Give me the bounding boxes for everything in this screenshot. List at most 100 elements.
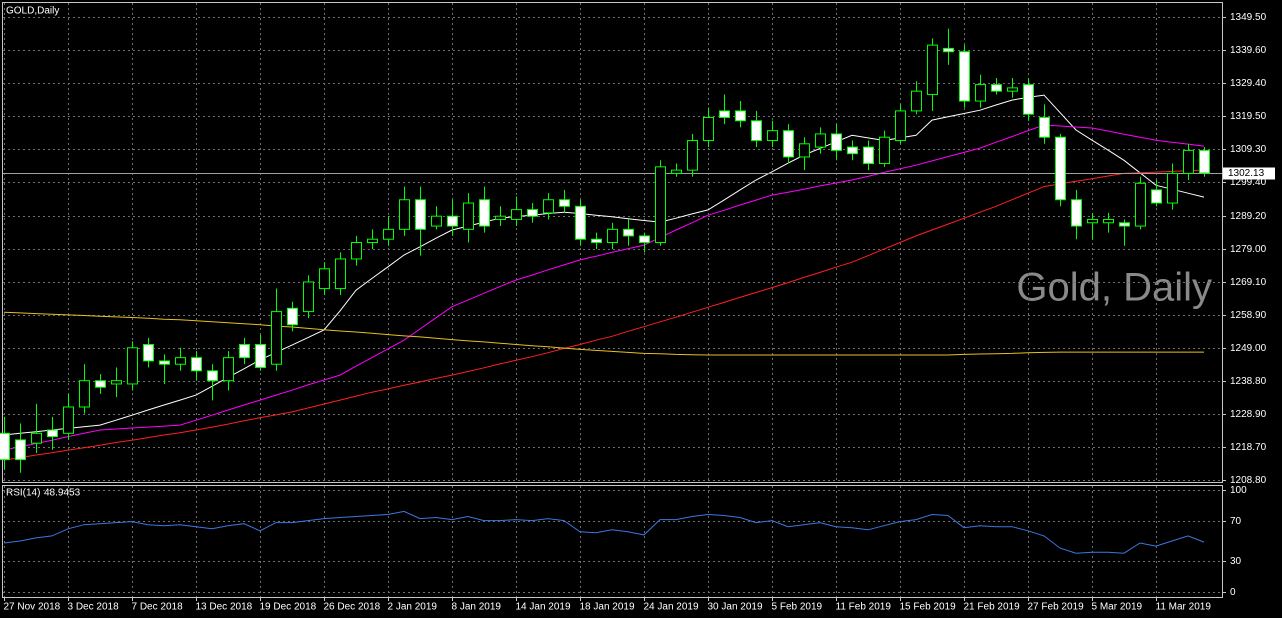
candle-body xyxy=(703,116,714,142)
x-tick-label: 8 Jan 2019 xyxy=(452,602,502,613)
candle-body xyxy=(527,209,538,217)
candle-body xyxy=(1135,182,1146,227)
candle-body xyxy=(383,228,394,240)
candle-body xyxy=(159,360,170,365)
candle-body xyxy=(607,228,618,243)
candle-body xyxy=(111,380,122,385)
candle-body xyxy=(1055,136,1066,201)
candle-body xyxy=(639,235,650,244)
x-tick-label: 13 Dec 2018 xyxy=(196,602,253,613)
candle-body xyxy=(15,439,26,461)
y-tick-label: 1279.00 xyxy=(1230,244,1267,255)
y-tick-label: 1238.80 xyxy=(1230,376,1267,387)
candle-body xyxy=(591,238,602,243)
y-tick-label: 1349.50 xyxy=(1230,12,1267,23)
candle-body xyxy=(575,205,586,240)
y-tick-label: 100 xyxy=(1230,485,1247,496)
candle-body xyxy=(1007,87,1018,92)
x-tick-label: 7 Dec 2018 xyxy=(132,602,184,613)
x-tick-label: 5 Feb 2019 xyxy=(772,602,823,613)
candle-body xyxy=(1183,149,1194,174)
candle-body xyxy=(991,84,1002,92)
x-tick-label: 18 Jan 2019 xyxy=(580,602,635,613)
candle-body xyxy=(559,199,570,207)
candle-body xyxy=(319,268,330,290)
x-tick-label: 19 Dec 2018 xyxy=(260,602,317,613)
candle-body xyxy=(479,199,490,227)
moving-average-line xyxy=(3,169,1205,461)
candle-body xyxy=(1071,199,1082,227)
candle-body xyxy=(335,258,346,290)
y-tick-label: 1249.00 xyxy=(1230,343,1267,354)
watermark: Gold, Daily xyxy=(1016,266,1212,310)
candle-body xyxy=(351,242,362,260)
y-tick-label: 1228.90 xyxy=(1230,409,1267,420)
candle-body xyxy=(207,370,218,382)
x-tick-label: 3 Dec 2018 xyxy=(68,602,120,613)
candle-body xyxy=(1103,218,1114,224)
candle-body xyxy=(687,140,698,171)
y-tick-label: 1258.90 xyxy=(1230,310,1267,321)
candle-body xyxy=(511,209,522,220)
candle-body xyxy=(959,51,970,102)
y-tick-label: 1269.10 xyxy=(1230,277,1267,288)
candle-body xyxy=(767,130,778,142)
y-tick-label: 70 xyxy=(1230,516,1242,527)
symbol-title: GOLD,Daily xyxy=(6,6,59,17)
last-price-box xyxy=(1223,167,1275,180)
candle-body xyxy=(191,357,202,372)
candle-body xyxy=(95,380,106,388)
candle-body xyxy=(719,110,730,118)
moving-average-line xyxy=(3,311,1204,356)
candle-body xyxy=(735,110,746,122)
candle-body xyxy=(367,238,378,243)
x-tick-label: 27 Feb 2019 xyxy=(1028,602,1085,613)
candle-body xyxy=(63,406,74,434)
candle-body xyxy=(895,110,906,142)
candle-body xyxy=(943,47,954,53)
candle-body xyxy=(863,146,874,165)
candle-body xyxy=(255,343,266,369)
candle-body xyxy=(399,199,410,230)
x-tick-label: 14 Jan 2019 xyxy=(516,602,571,613)
y-tick-label: 1208.80 xyxy=(1230,475,1267,486)
x-tick-label: 11 Mar 2019 xyxy=(1156,602,1212,613)
candle-body xyxy=(79,380,90,408)
candle-body xyxy=(431,215,442,227)
y-tick-label: 0 xyxy=(1230,587,1236,598)
candle-body xyxy=(239,343,250,359)
candle-body xyxy=(543,199,554,214)
rsi-title: RSI(14) xyxy=(6,488,40,499)
candle-body xyxy=(143,343,154,362)
x-tick-label: 5 Mar 2019 xyxy=(1092,602,1143,613)
candle-body xyxy=(879,136,890,165)
candle-body xyxy=(223,357,234,382)
candle-body xyxy=(927,44,938,95)
x-tick-label: 26 Dec 2018 xyxy=(324,602,381,613)
rsi-panel-frame xyxy=(2,485,1223,598)
x-tick-label: 24 Jan 2019 xyxy=(644,602,699,613)
moving-average-line xyxy=(3,94,1205,436)
x-tick-label: 21 Feb 2019 xyxy=(964,602,1021,613)
candle-body xyxy=(1039,116,1050,138)
candle-body xyxy=(831,133,842,151)
candle-body xyxy=(1119,222,1130,227)
candle-body xyxy=(783,130,794,158)
candle-body xyxy=(303,281,314,313)
candle-body xyxy=(495,215,506,220)
candle-body xyxy=(1199,149,1210,174)
candle-body xyxy=(1167,172,1178,204)
candle-body xyxy=(799,143,810,158)
candle-body xyxy=(847,146,858,155)
candle-body xyxy=(47,429,58,438)
candle-body xyxy=(1087,218,1098,224)
y-tick-label: 1299.40 xyxy=(1230,177,1267,188)
candle-body xyxy=(287,307,298,326)
candle-body xyxy=(911,90,922,112)
candle-body xyxy=(1151,189,1162,204)
last-price-label: 1302.13 xyxy=(1228,168,1265,179)
y-tick-label: 1218.70 xyxy=(1230,442,1267,453)
rsi-current-value: 48.9453 xyxy=(44,488,81,499)
